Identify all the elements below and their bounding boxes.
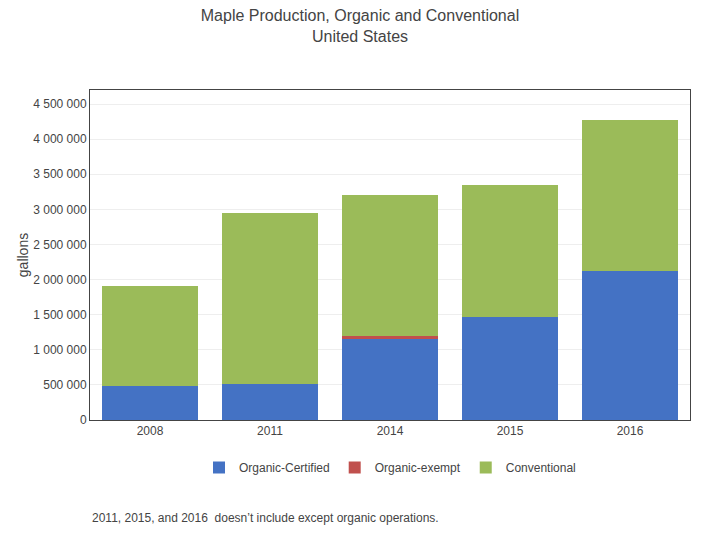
- svg-text:3 500 000: 3 500 000: [33, 167, 87, 181]
- svg-text:2011: 2011: [257, 424, 283, 438]
- svg-text:1 000 000: 1 000 000: [33, 343, 87, 357]
- svg-text:2014: 2014: [377, 424, 404, 438]
- svg-text:2 000 000: 2 000 000: [33, 273, 87, 287]
- svg-text:gallons: gallons: [15, 233, 31, 277]
- svg-text:2 500 000: 2 500 000: [33, 238, 87, 252]
- svg-text:1 500 000: 1 500 000: [33, 308, 87, 322]
- svg-text:2008: 2008: [137, 424, 164, 438]
- svg-text:2016: 2016: [617, 424, 644, 438]
- svg-text:Conventional: Conventional: [506, 461, 576, 475]
- svg-text:4 000 000: 4 000 000: [33, 132, 87, 146]
- svg-text:Organic-exempt: Organic-exempt: [375, 461, 461, 475]
- svg-text:500 000: 500 000: [43, 378, 87, 392]
- svg-text:4 500 000: 4 500 000: [33, 97, 87, 111]
- svg-text:2015: 2015: [497, 424, 524, 438]
- svg-text:Maple Production, Organic and: Maple Production, Organic and Convention…: [201, 7, 519, 45]
- svg-text:Organic-Certified: Organic-Certified: [239, 461, 330, 475]
- svg-text:3 000 000: 3 000 000: [33, 203, 87, 217]
- svg-text:0: 0: [80, 413, 87, 427]
- svg-text:2011, 2015, and 2016 doesn’t: 2011, 2015, and 2016 doesn’t include exc…: [92, 511, 439, 525]
